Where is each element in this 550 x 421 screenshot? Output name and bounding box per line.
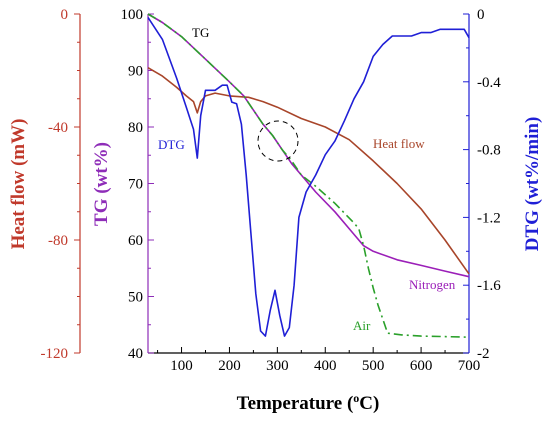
dtg-tick-label: -0.4 bbox=[477, 75, 501, 91]
dtg-tick-label: -2 bbox=[477, 346, 490, 362]
annotation-tg: TG bbox=[192, 25, 209, 40]
dtg-tick-label: -0.8 bbox=[477, 143, 501, 159]
series-layer bbox=[147, 13, 470, 338]
tg-tick-label: 50 bbox=[128, 290, 143, 306]
tg-tick-label: 40 bbox=[128, 346, 143, 362]
heat-flow-tick-label: 0 bbox=[61, 7, 69, 23]
transition-highlight-circle bbox=[257, 120, 299, 162]
dtg-tick-label: -1.6 bbox=[477, 278, 501, 294]
tg-tick-label: 60 bbox=[128, 233, 143, 249]
x-tick-label: 700 bbox=[458, 358, 481, 374]
annotation-nitrogen: Nitrogen bbox=[409, 277, 456, 292]
x-tick-label: 600 bbox=[410, 358, 433, 374]
x-tick-label: 300 bbox=[266, 358, 289, 374]
tg-tick-label: 80 bbox=[128, 120, 143, 136]
tg-tick-label: 70 bbox=[128, 177, 143, 193]
heat-flow-tick-label: -80 bbox=[48, 233, 68, 249]
x-tick-label: 400 bbox=[314, 358, 337, 374]
annotation-heat-flow: Heat flow bbox=[373, 136, 425, 151]
x-tick-label: 200 bbox=[218, 358, 241, 374]
x-axis-title: Temperature (oC) bbox=[237, 391, 380, 414]
series-line-air bbox=[147, 13, 470, 338]
label-layer: TG DTG Heat flow Nitrogen Air Temperatur… bbox=[8, 25, 543, 414]
annotation-air: Air bbox=[353, 318, 371, 333]
heat-flow-axis-title: Heat flow (mW) bbox=[8, 119, 29, 250]
tg-tick-label: 90 bbox=[128, 64, 143, 80]
heat-flow-tick-label: -120 bbox=[41, 346, 69, 362]
heat-flow-tick-label: -40 bbox=[48, 120, 68, 136]
x-axis-title-superscript: o bbox=[353, 391, 359, 405]
tg-tick-label: 100 bbox=[121, 7, 144, 23]
dtg-tick-label: 0 bbox=[477, 7, 485, 23]
annotation-dtg: DTG bbox=[158, 137, 185, 152]
tg-axis-title: TG (wt%) bbox=[91, 142, 112, 226]
axes-layer: 100 200 300 400 500 600 7000-40-80-12010090807… bbox=[41, 7, 502, 374]
series-line-dtg bbox=[147, 16, 470, 337]
series-line-heat-flow bbox=[147, 67, 470, 275]
dtg-axis-title: DTG (wt%/min) bbox=[522, 117, 543, 252]
x-tick-label: 500 bbox=[362, 358, 385, 374]
dtg-tick-label: -1.2 bbox=[477, 210, 501, 226]
x-tick-label: 100 bbox=[170, 358, 193, 374]
